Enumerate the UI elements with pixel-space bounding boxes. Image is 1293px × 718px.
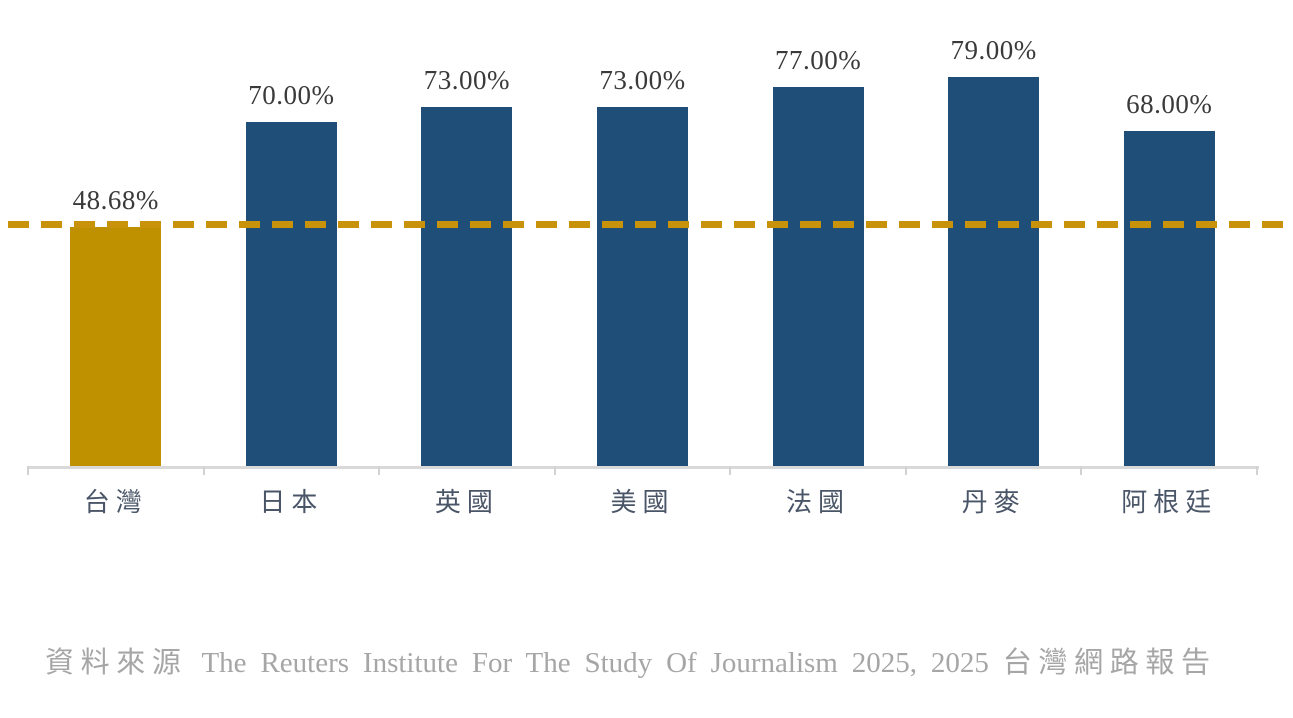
x-axis-label: 日本 [259, 488, 324, 517]
x-axis-label: 美國 [610, 488, 675, 517]
source-note: 資料來源 The Reuters Institute For The Study… [45, 647, 1210, 679]
bar-value-label: 73.00% [423, 65, 511, 95]
bar [772, 87, 864, 467]
bar-column: 77.00% [730, 0, 906, 467]
bar [245, 122, 337, 467]
x-axis-label: 台灣 [83, 488, 148, 517]
bar-column: 70.00% [204, 0, 380, 467]
bar-column: 73.00% [379, 0, 555, 467]
bar-column: 48.68% [28, 0, 204, 467]
x-axis-tick [904, 466, 907, 475]
x-axis-tick [729, 466, 732, 475]
bar-column: 79.00% [906, 0, 1082, 467]
bar-value-label: 79.00% [950, 35, 1037, 65]
x-axis-tick [1080, 466, 1083, 475]
bar-value-label: 73.00% [599, 65, 686, 95]
reference-dashed-line [8, 221, 1285, 228]
bar [596, 107, 688, 467]
bar-column: 73.00% [555, 0, 731, 467]
x-axis-tick [378, 466, 381, 475]
x-axis-tick [202, 466, 205, 475]
x-axis-label: 阿根廷 [1121, 488, 1218, 517]
bar-value-label: 77.00% [774, 45, 862, 75]
x-axis-tick [1256, 466, 1258, 475]
x-axis-tick [553, 466, 556, 475]
x-axis-tick [27, 466, 29, 475]
bar [948, 77, 1040, 467]
x-axis-line [28, 466, 1259, 469]
bar [1123, 131, 1215, 467]
x-axis-label: 丹麥 [961, 488, 1026, 517]
bar-value-label: 68.00% [1126, 89, 1213, 119]
x-axis-label: 英國 [434, 488, 499, 517]
bar-value-label: 70.00% [248, 80, 335, 110]
bar [421, 107, 513, 467]
bar [70, 227, 162, 467]
x-axis-label: 法國 [786, 488, 851, 517]
bar-column: 68.00% [1081, 0, 1257, 467]
bar-value-label: 48.68% [72, 185, 159, 215]
